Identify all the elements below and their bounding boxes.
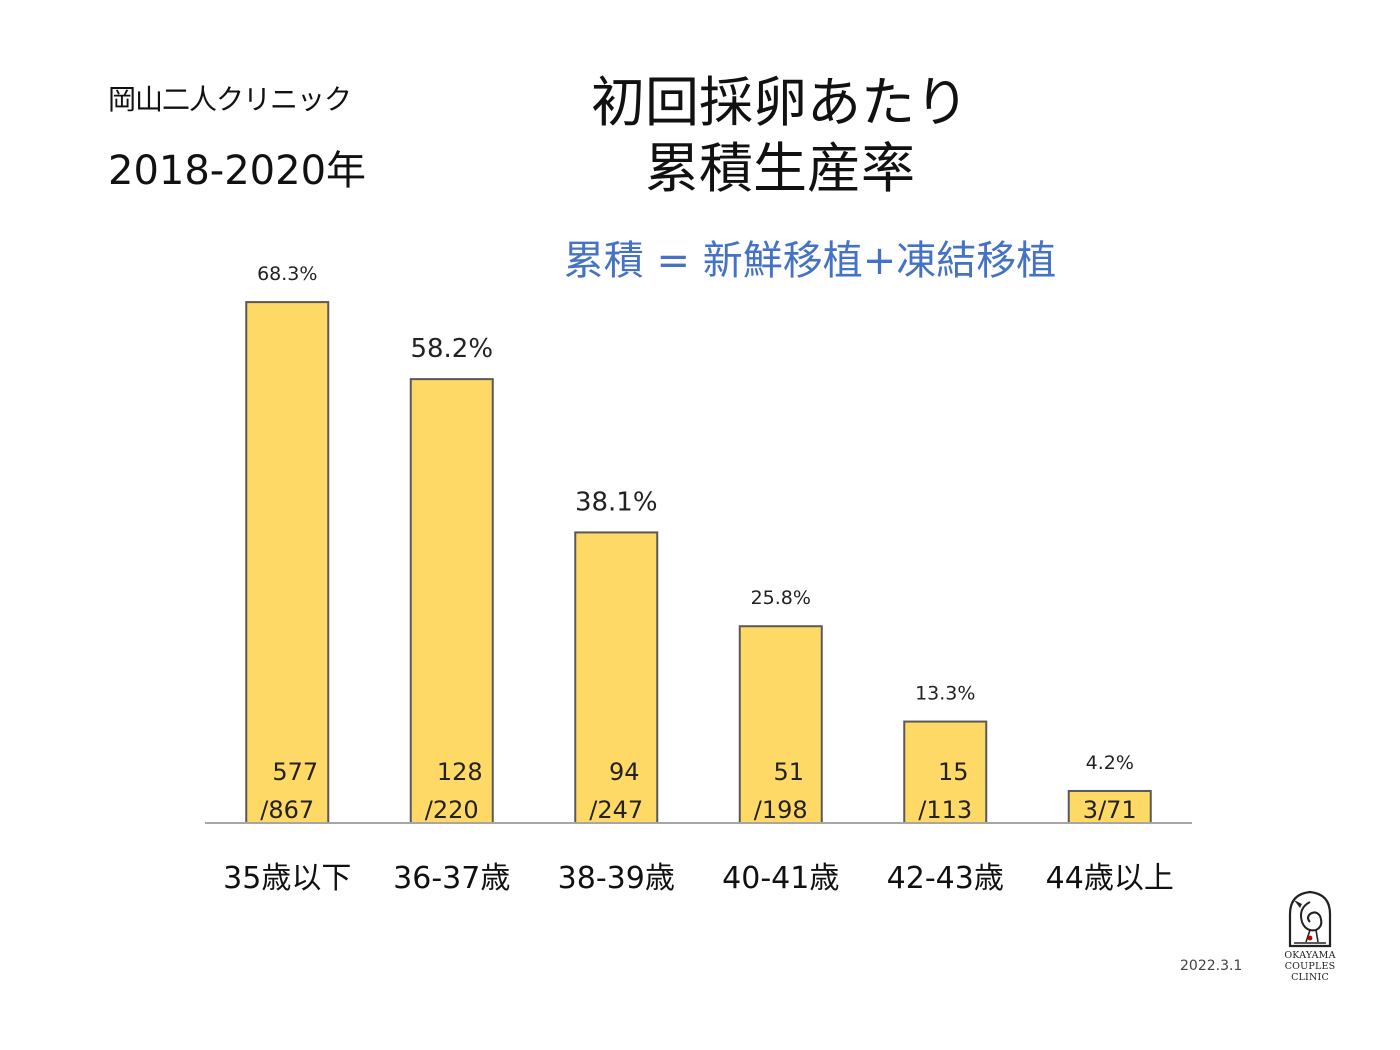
title-line-1: 初回採卵あたり (591, 71, 969, 134)
value-label: 13.3% (915, 683, 975, 705)
numerator-label: 51 (773, 758, 804, 786)
category-label: 42-43歳 (887, 861, 1004, 896)
clinic-logo: OKAYAMA COUPLES CLINIC (1280, 888, 1340, 988)
logo-text: OKAYAMA COUPLES CLINIC (1284, 950, 1336, 983)
category-label: 44歳以上 (1046, 861, 1174, 896)
bar (1067, 789, 1152, 825)
chart-subtitle: 累積 = 新鮮移植+凍結移植 (563, 238, 1057, 284)
category-label: 36-37歳 (393, 861, 510, 896)
numerator-label: 128 (437, 758, 483, 786)
denominator-label: /220 (425, 796, 479, 824)
value-label: 68.3% (257, 263, 317, 285)
value-label: 58.2% (410, 334, 493, 364)
clinic-name: 岡山二人クリニック (108, 83, 352, 116)
bar (738, 625, 823, 824)
bar (245, 301, 330, 824)
numerator-label: 15 (938, 758, 969, 786)
denominator-label: 3/71 (1083, 796, 1137, 824)
numerator-label: 94 (609, 758, 640, 786)
denominator-label: /198 (754, 796, 808, 824)
category-label: 38-39歳 (558, 861, 675, 896)
date-label: 2022.3.1 (1180, 958, 1243, 974)
stork-logo-icon (1288, 890, 1332, 948)
value-label: 4.2% (1086, 752, 1134, 774)
category-label: 35歳以下 (223, 861, 351, 896)
bar (903, 720, 988, 824)
value-label: 38.1% (575, 487, 658, 517)
chart-title: 初回採卵あたり 累積生産率 (560, 70, 1000, 202)
value-label: 25.8% (751, 587, 811, 609)
period-label: 2018-2020年 (108, 148, 367, 194)
category-label: 40-41歳 (722, 861, 839, 896)
title-line-2: 累積生産率 (645, 137, 915, 200)
numerator-label: 577 (272, 758, 318, 786)
denominator-label: /113 (918, 796, 972, 824)
denominator-label: /867 (260, 796, 314, 824)
bar (574, 531, 659, 824)
denominator-label: /247 (589, 796, 643, 824)
bar (409, 378, 494, 824)
